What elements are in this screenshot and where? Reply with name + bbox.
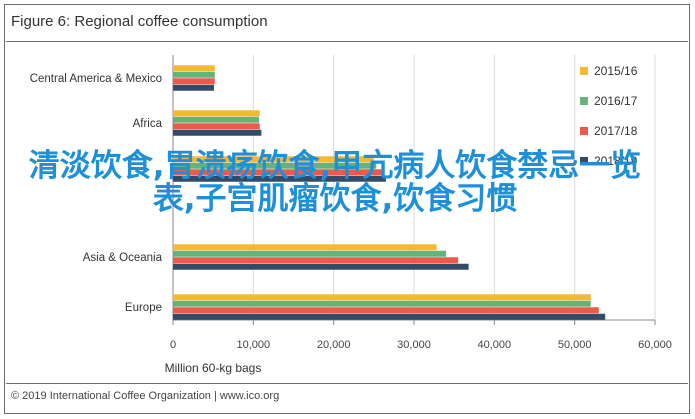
bar <box>173 175 386 182</box>
legend-label: 2015/16 <box>594 64 638 78</box>
x-tick-label: 20,000 <box>317 339 351 351</box>
category-label: Central America & Mexico <box>30 73 162 85</box>
x-tick-label: 30,000 <box>397 339 431 351</box>
legend-swatch <box>580 97 588 105</box>
bar <box>173 71 215 78</box>
bar <box>173 244 437 251</box>
figure-frame: Figure 6: Regional coffee consumption © … <box>4 4 690 414</box>
category-label: Africa <box>133 118 163 130</box>
x-axis-label: Million 60-kg bags <box>165 361 262 375</box>
bar <box>173 169 382 176</box>
legend-swatch <box>580 127 588 135</box>
bar <box>173 300 591 307</box>
x-tick-label: 50,000 <box>558 339 592 351</box>
bar <box>173 110 260 117</box>
bar <box>173 78 215 85</box>
x-tick-label: 10,000 <box>237 339 271 351</box>
bar <box>173 263 469 270</box>
bar <box>173 313 606 320</box>
legend-swatch <box>580 157 588 165</box>
bar <box>173 116 259 123</box>
x-tick-label: 60,000 <box>638 339 672 351</box>
x-tick-label: 40,000 <box>478 339 512 351</box>
bar <box>173 123 260 130</box>
figure-title: Figure 6: Regional coffee consumption <box>11 13 268 30</box>
legend-swatch <box>580 67 588 75</box>
bar <box>173 250 447 257</box>
category-label: Asia & Oceania <box>83 252 163 264</box>
title-divider <box>6 41 688 42</box>
bar <box>173 257 459 264</box>
bar <box>173 129 262 136</box>
overlay-caption: 清淡饮食,胃溃疡饮食,甲亢病人饮食禁忌一览表,子宫肌瘤饮食,饮食习惯 <box>28 148 642 217</box>
legend-label: 2018/19 <box>594 154 638 168</box>
x-tick-label: 0 <box>170 339 176 351</box>
legend-label: 2016/17 <box>594 94 638 108</box>
bar <box>173 84 214 91</box>
bar <box>173 162 377 169</box>
bar <box>173 307 599 314</box>
bar <box>173 156 374 163</box>
copyright-footer: © 2019 International Coffee Organization… <box>11 390 280 402</box>
category-label: Europe <box>125 302 162 314</box>
legend-label: 2017/18 <box>594 124 638 138</box>
bar <box>173 294 591 301</box>
footer-divider <box>6 383 688 384</box>
bar <box>173 65 215 72</box>
